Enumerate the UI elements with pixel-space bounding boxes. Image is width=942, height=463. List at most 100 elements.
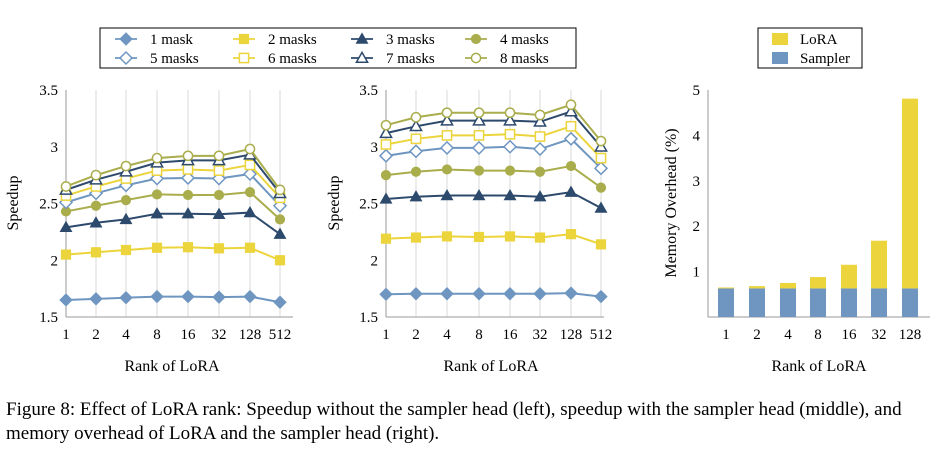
data-point [595, 239, 607, 250]
data-point [380, 233, 392, 244]
y-tick-label: 3.5 [39, 83, 58, 99]
bar-lora [902, 98, 918, 289]
data-point [594, 289, 608, 304]
data-point [534, 109, 546, 121]
figure-caption: Figure 8: Effect of LoRA rank: Speedup w… [6, 399, 902, 444]
data-point [409, 190, 423, 202]
data-point [440, 188, 454, 201]
data-point [410, 232, 422, 243]
data-point [380, 119, 392, 131]
data-point [440, 287, 454, 301]
data-point [440, 113, 454, 126]
line-legend-box [99, 27, 577, 69]
x-tick-label: 2 [412, 327, 420, 343]
data-point [120, 160, 132, 172]
data-point [534, 131, 546, 142]
data-point [182, 150, 194, 162]
series-line [385, 164, 602, 189]
data-point [150, 207, 164, 219]
legend-label: 4 masks [500, 32, 549, 48]
data-point [379, 192, 393, 204]
x-tick-label: 16 [842, 327, 858, 343]
series-line [385, 110, 602, 148]
legend-marker [355, 50, 369, 63]
series-5 [378, 131, 609, 176]
series-8 [380, 99, 607, 147]
data-point [120, 244, 132, 256]
legend-label: 3 masks [386, 32, 435, 48]
data-point [503, 287, 517, 301]
legend-marker [238, 52, 250, 64]
series-4 [60, 187, 286, 225]
data-point [150, 289, 164, 304]
y-tick-label: 4 [693, 128, 701, 144]
y-tick-label: 3 [51, 140, 59, 156]
data-point [473, 107, 485, 119]
legend-label: 8 masks [500, 51, 549, 67]
legend-marker [119, 32, 133, 46]
data-point [244, 187, 256, 198]
series-1 [379, 286, 608, 304]
series-line [65, 211, 281, 235]
data-point [504, 128, 516, 140]
data-point [243, 205, 257, 218]
data-point [564, 104, 578, 117]
data-point [473, 165, 485, 176]
data-point [564, 286, 578, 300]
data-point [410, 111, 422, 123]
legend-marker [470, 33, 482, 45]
series-2 [380, 229, 607, 250]
data-point [59, 293, 73, 307]
legend-label: 5 masks [150, 51, 199, 67]
data-point [409, 119, 423, 132]
data-point [213, 165, 225, 176]
data-point [213, 243, 225, 254]
legend-swatch [772, 52, 788, 64]
x-axis-label: Rank of LoRA [124, 358, 220, 375]
x-tick-label: 2 [92, 327, 100, 343]
data-point [213, 150, 225, 162]
y-tick-label: 3.5 [359, 83, 378, 99]
y-tick-label: 1.5 [39, 310, 58, 326]
x-tick-label: 4 [784, 327, 792, 343]
bar-sampler [841, 288, 857, 317]
x-axis-label: Rank of LoRA [443, 358, 539, 375]
data-point [378, 148, 394, 163]
data-point [119, 290, 133, 305]
data-point [274, 214, 286, 225]
data-point [533, 114, 547, 127]
data-point [273, 295, 287, 309]
data-point [274, 184, 286, 196]
data-point [379, 126, 393, 139]
data-point [439, 140, 455, 155]
y-axis-label: Memory Overhead (%) [663, 128, 680, 277]
data-point [565, 160, 577, 172]
series-3 [379, 185, 608, 213]
data-point [151, 189, 163, 200]
bar-lora [810, 277, 826, 289]
data-point [563, 131, 579, 146]
data-point [472, 287, 486, 301]
data-point [503, 113, 517, 126]
data-point [242, 166, 258, 182]
y-tick-label: 2 [371, 253, 379, 269]
data-point [273, 227, 287, 239]
x-tick-label: 4 [122, 327, 130, 343]
data-point [594, 201, 608, 213]
y-tick-label: 2 [693, 219, 701, 235]
data-point [119, 212, 133, 225]
legend-swatch [772, 33, 788, 45]
x-tick-label: 2 [753, 327, 761, 343]
memory-overhead-chart: LoRA Sampler 1 2 3 4 5 1 2 4 8 16 32 128 Rank of LoRA M… [663, 27, 930, 375]
data-point [441, 107, 453, 119]
series-6 [380, 120, 607, 164]
legend-marker [470, 52, 482, 64]
series-line [385, 191, 602, 209]
bar-lora [749, 286, 765, 289]
data-point [410, 166, 422, 177]
legend-marker [238, 33, 250, 45]
bar-sampler [780, 288, 796, 317]
x-axis-label: Rank of LoRA [771, 358, 867, 375]
data-point [90, 247, 102, 258]
data-point [441, 130, 453, 141]
